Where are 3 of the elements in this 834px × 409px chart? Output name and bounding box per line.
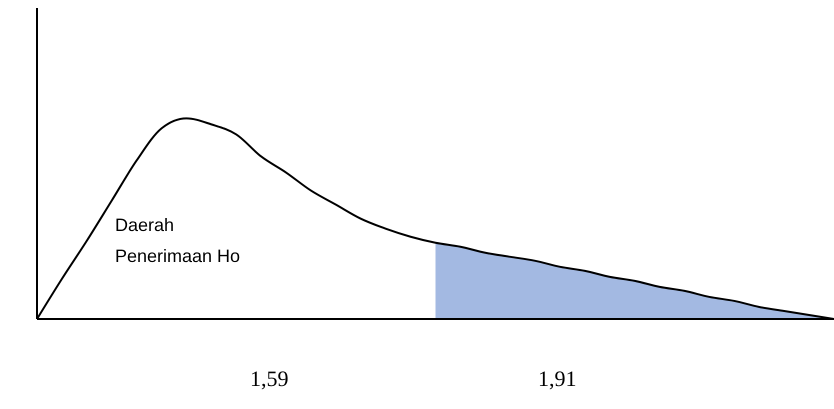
annotation: Daerah Penerimaan Ho [115,214,240,268]
text: 1,91 [538,366,576,392]
text: 1,59 [250,366,288,392]
